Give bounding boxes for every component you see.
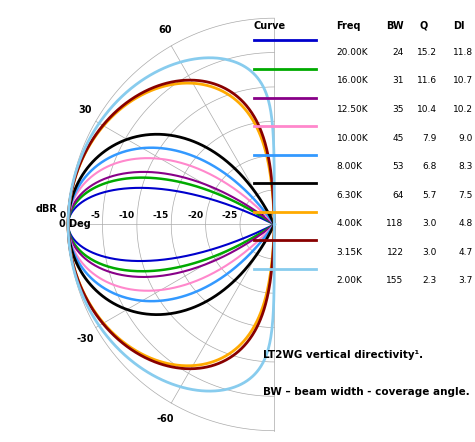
Text: BW: BW bbox=[386, 21, 403, 31]
Text: 30: 30 bbox=[78, 105, 92, 115]
Text: -15: -15 bbox=[153, 211, 169, 220]
Text: LT2WG vertical directivity¹.: LT2WG vertical directivity¹. bbox=[263, 351, 423, 360]
Text: 16.00K: 16.00K bbox=[337, 76, 368, 85]
Text: 64: 64 bbox=[392, 191, 404, 200]
Text: 20.00K: 20.00K bbox=[337, 48, 368, 57]
Text: 12.50K: 12.50K bbox=[337, 105, 368, 114]
Text: 4.00K: 4.00K bbox=[337, 219, 362, 228]
Text: 6.8: 6.8 bbox=[423, 162, 437, 171]
Text: 155: 155 bbox=[386, 276, 404, 286]
Text: 4.7: 4.7 bbox=[458, 248, 473, 257]
Text: 2.3: 2.3 bbox=[423, 276, 437, 286]
Text: dBR: dBR bbox=[36, 204, 58, 214]
Text: -60: -60 bbox=[156, 414, 174, 424]
Text: 6.30K: 6.30K bbox=[337, 191, 362, 200]
Text: BW – beam width - coverage angle.: BW – beam width - coverage angle. bbox=[263, 388, 470, 397]
Text: 11.8: 11.8 bbox=[453, 48, 473, 57]
Text: Curve: Curve bbox=[254, 21, 286, 31]
Text: 53: 53 bbox=[392, 162, 404, 171]
Text: 10.00K: 10.00K bbox=[337, 133, 368, 143]
Text: 35: 35 bbox=[392, 105, 404, 114]
Text: 10.2: 10.2 bbox=[453, 105, 473, 114]
Text: 122: 122 bbox=[387, 248, 404, 257]
Text: 0 Deg: 0 Deg bbox=[59, 219, 91, 229]
Text: 5.7: 5.7 bbox=[423, 191, 437, 200]
Text: 45: 45 bbox=[392, 133, 404, 143]
Text: 60: 60 bbox=[158, 25, 172, 35]
Text: 10.7: 10.7 bbox=[453, 76, 473, 85]
Text: 90: 90 bbox=[267, 0, 281, 2]
Text: 31: 31 bbox=[392, 76, 404, 85]
Text: DI: DI bbox=[453, 21, 464, 31]
Text: Freq: Freq bbox=[337, 21, 361, 31]
Text: 8.00K: 8.00K bbox=[337, 162, 362, 171]
Text: 15.2: 15.2 bbox=[417, 48, 437, 57]
Text: 10.4: 10.4 bbox=[417, 105, 437, 114]
Text: 7.5: 7.5 bbox=[458, 191, 473, 200]
Text: 3.7: 3.7 bbox=[458, 276, 473, 286]
Text: 3.15K: 3.15K bbox=[337, 248, 362, 257]
Text: 8.3: 8.3 bbox=[458, 162, 473, 171]
Text: -5: -5 bbox=[90, 211, 100, 220]
Text: -10: -10 bbox=[119, 211, 135, 220]
Text: -25: -25 bbox=[222, 211, 238, 220]
Text: 11.6: 11.6 bbox=[417, 76, 437, 85]
Text: 118: 118 bbox=[386, 219, 404, 228]
Text: 4.8: 4.8 bbox=[458, 219, 473, 228]
Text: 2.00K: 2.00K bbox=[337, 276, 362, 286]
Text: 9.0: 9.0 bbox=[458, 133, 473, 143]
Text: Q: Q bbox=[419, 21, 428, 31]
Text: 7.9: 7.9 bbox=[423, 133, 437, 143]
Text: -30: -30 bbox=[76, 334, 94, 344]
Text: 24: 24 bbox=[392, 48, 404, 57]
Text: 3.0: 3.0 bbox=[423, 248, 437, 257]
Text: -20: -20 bbox=[188, 211, 204, 220]
Text: -30: -30 bbox=[256, 211, 272, 220]
Text: 3.0: 3.0 bbox=[423, 219, 437, 228]
Text: 0: 0 bbox=[60, 211, 66, 220]
